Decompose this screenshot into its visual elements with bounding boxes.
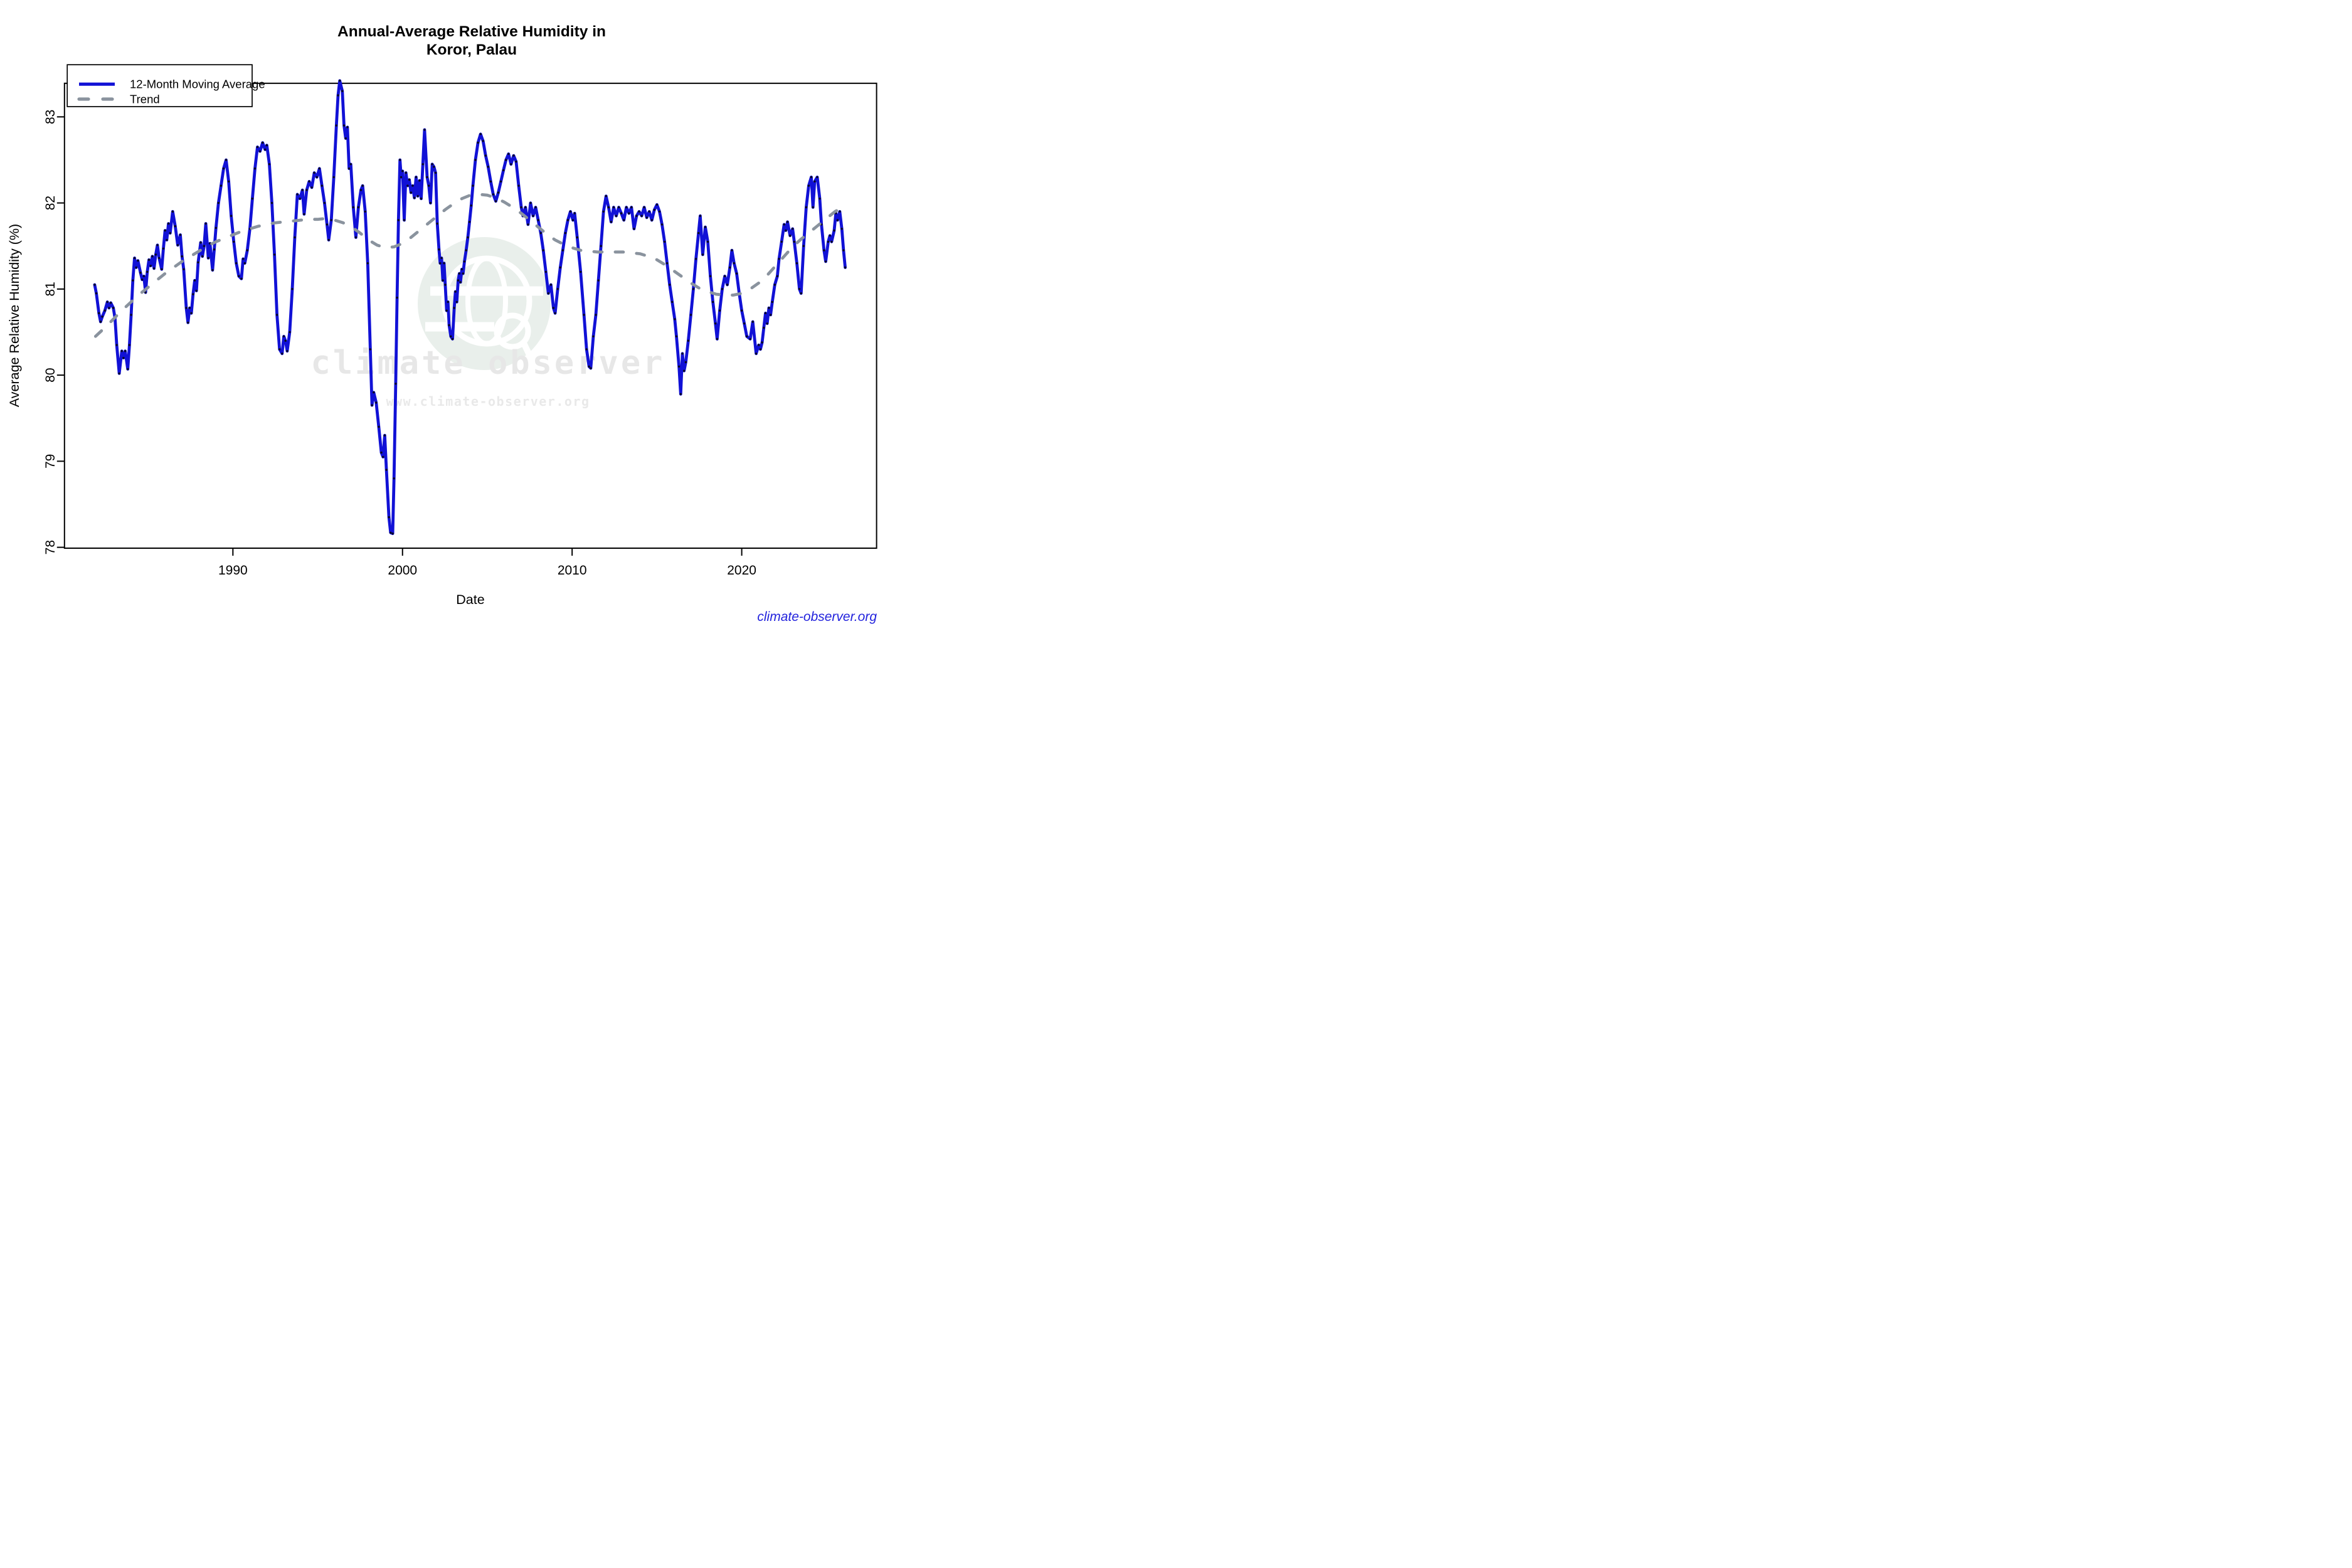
watermark-brand: climate observer bbox=[311, 344, 665, 382]
svg-text:78: 78 bbox=[43, 540, 58, 554]
humidity-chart: Annual-Average Relative Humidity in Koro… bbox=[7, 23, 877, 624]
svg-text:79: 79 bbox=[43, 454, 58, 469]
chart-title-line1: Annual-Average Relative Humidity in bbox=[337, 23, 606, 40]
svg-text:81: 81 bbox=[43, 282, 58, 296]
svg-text:83: 83 bbox=[43, 110, 58, 124]
watermark-url: www.climate-observer.org bbox=[386, 394, 590, 409]
x-axis-title: Date bbox=[456, 592, 484, 607]
svg-text:1990: 1990 bbox=[218, 563, 248, 578]
legend-label-moving-average: 12-Month Moving Average bbox=[130, 78, 265, 91]
magnifier-icon bbox=[494, 312, 531, 350]
axis-ticks: 1990 2000 2010 2020 78 79 80 81 82 83 bbox=[43, 110, 756, 578]
svg-text:80: 80 bbox=[43, 368, 58, 382]
chart-title-line2: Koror, Palau bbox=[426, 41, 517, 58]
svg-text:2020: 2020 bbox=[727, 563, 756, 578]
footer-link[interactable]: climate-observer.org bbox=[757, 610, 877, 624]
legend-label-trend: Trend bbox=[130, 92, 160, 105]
globe-icon bbox=[425, 255, 543, 374]
plot-border bbox=[63, 82, 877, 549]
svg-text:2010: 2010 bbox=[558, 563, 587, 578]
legend: 12-Month Moving Average Trend bbox=[66, 64, 265, 107]
svg-text:2000: 2000 bbox=[388, 563, 417, 578]
watermark: climate observer www.climate-observer.or… bbox=[311, 237, 665, 409]
y-axis-title: Average Relative Humidity (%) bbox=[7, 224, 22, 407]
series-layer bbox=[93, 79, 847, 536]
chart-figure: Annual-Average Relative Humidity in Koro… bbox=[0, 0, 941, 627]
svg-text:82: 82 bbox=[43, 196, 58, 210]
